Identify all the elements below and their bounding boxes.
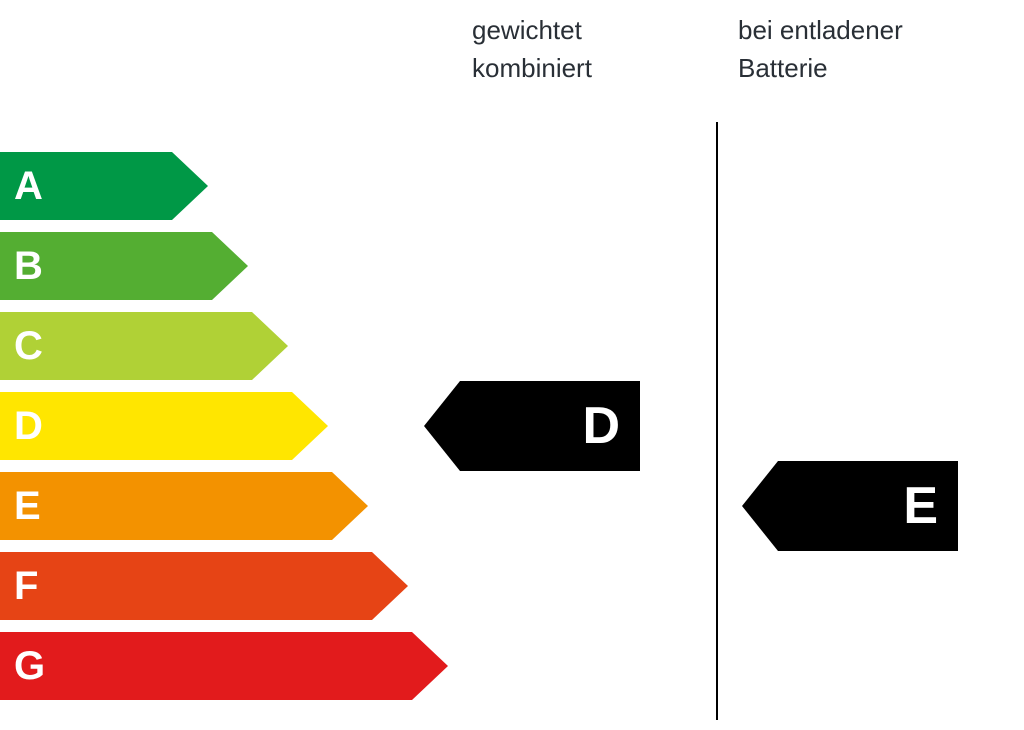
scale-row-f: F (0, 552, 448, 620)
rating-indicator-e: E (742, 461, 958, 551)
header-line: bei entladener (738, 12, 903, 50)
scale-letter: E (14, 486, 41, 526)
scale-bar-arrow (0, 632, 448, 700)
efficiency-scale: ABCDEFG (0, 152, 448, 712)
scale-row-g: G (0, 632, 448, 700)
scale-row-b: B (0, 232, 448, 300)
scale-bar-arrow (0, 552, 408, 620)
scale-row-a: A (0, 152, 448, 220)
rating-indicator-d: D (424, 381, 640, 471)
scale-letter: C (14, 326, 43, 366)
scale-row-e: E (0, 472, 448, 540)
column-header-weighted-combined: gewichtet kombiniert (472, 12, 592, 87)
indicator-letter: D (582, 400, 620, 452)
indicator-letter: E (903, 480, 938, 532)
scale-row-c: C (0, 312, 448, 380)
scale-letter: D (14, 406, 43, 446)
scale-row-d: D (0, 392, 448, 460)
scale-letter: A (14, 166, 43, 206)
header-line: gewichtet (472, 12, 592, 50)
header-line: kombiniert (472, 50, 592, 88)
scale-letter: B (14, 246, 43, 286)
scale-letter: G (14, 646, 45, 686)
column-divider (716, 122, 718, 720)
scale-letter: F (14, 566, 38, 606)
scale-bar-arrow (0, 472, 368, 540)
column-header-discharged-battery: bei entladener Batterie (738, 12, 903, 87)
scale-bar-arrow (0, 312, 288, 380)
header-line: Batterie (738, 50, 903, 88)
energy-label-diagram: { "canvas": { "width": 1024, "height": 7… (0, 0, 1024, 730)
scale-bar-arrow (0, 392, 328, 460)
